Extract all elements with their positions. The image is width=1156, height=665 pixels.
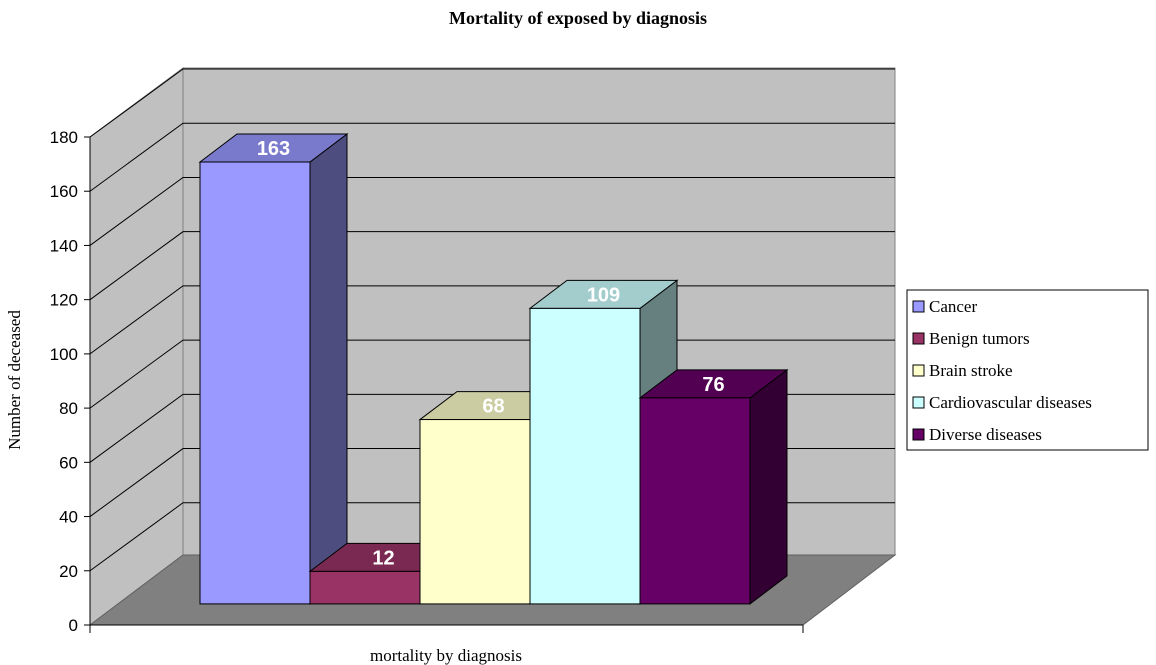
bar-front bbox=[419, 419, 531, 605]
y-tick-label: 140 bbox=[50, 236, 78, 255]
grid-line bbox=[89, 68, 895, 138]
bar-side bbox=[309, 133, 348, 605]
legend-swatch bbox=[912, 428, 925, 441]
bar-side bbox=[749, 368, 788, 605]
bar bbox=[638, 368, 789, 605]
bar-front bbox=[639, 397, 751, 605]
legend-swatch bbox=[912, 396, 925, 409]
legend-label: Brain stroke bbox=[929, 361, 1013, 380]
y-tick-label: 0 bbox=[69, 616, 78, 635]
y-tick-label: 60 bbox=[59, 453, 78, 472]
y-tick-label: 80 bbox=[59, 399, 78, 418]
legend bbox=[906, 289, 1149, 451]
legend-items: Cancer Benign tumors Brain stroke Cardiovas… bbox=[912, 297, 1092, 444]
x-axis-label: mortality by diagnosis bbox=[370, 646, 522, 665]
legend-swatch bbox=[912, 300, 925, 313]
data-label: 12 bbox=[372, 547, 394, 569]
grid-line bbox=[89, 231, 895, 301]
bar-front bbox=[309, 570, 421, 605]
data-label: 163 bbox=[257, 138, 290, 160]
y-tick-label: 180 bbox=[50, 128, 78, 147]
legend-label: Cardiovascular diseases bbox=[929, 393, 1092, 412]
chart-title: Mortality of exposed by diagnosis bbox=[449, 8, 707, 28]
legend-label: Cancer bbox=[929, 297, 977, 316]
y-tick-label: 120 bbox=[50, 291, 78, 310]
grid-line bbox=[89, 122, 895, 192]
y-tick-label: 40 bbox=[59, 508, 78, 527]
side-wall bbox=[89, 67, 184, 627]
y-tick-label: 100 bbox=[50, 345, 78, 364]
bar-front bbox=[199, 161, 311, 605]
legend-label: Benign tumors bbox=[929, 329, 1030, 348]
y-tick-label: 20 bbox=[59, 562, 78, 581]
bar bbox=[198, 133, 349, 605]
bar-front bbox=[529, 307, 641, 605]
data-label: 109 bbox=[587, 284, 620, 306]
legend-swatch bbox=[912, 364, 925, 377]
bars: 163 12 68 109 76 bbox=[198, 133, 789, 605]
y-tick-label: 160 bbox=[50, 182, 78, 201]
y-axis-label: Number of deceased bbox=[5, 310, 24, 450]
data-label: 76 bbox=[702, 374, 724, 396]
data-label: 68 bbox=[482, 396, 504, 418]
grid-line bbox=[89, 176, 895, 246]
legend-label: Diverse diseases bbox=[929, 425, 1042, 444]
legend-swatch bbox=[912, 332, 925, 345]
